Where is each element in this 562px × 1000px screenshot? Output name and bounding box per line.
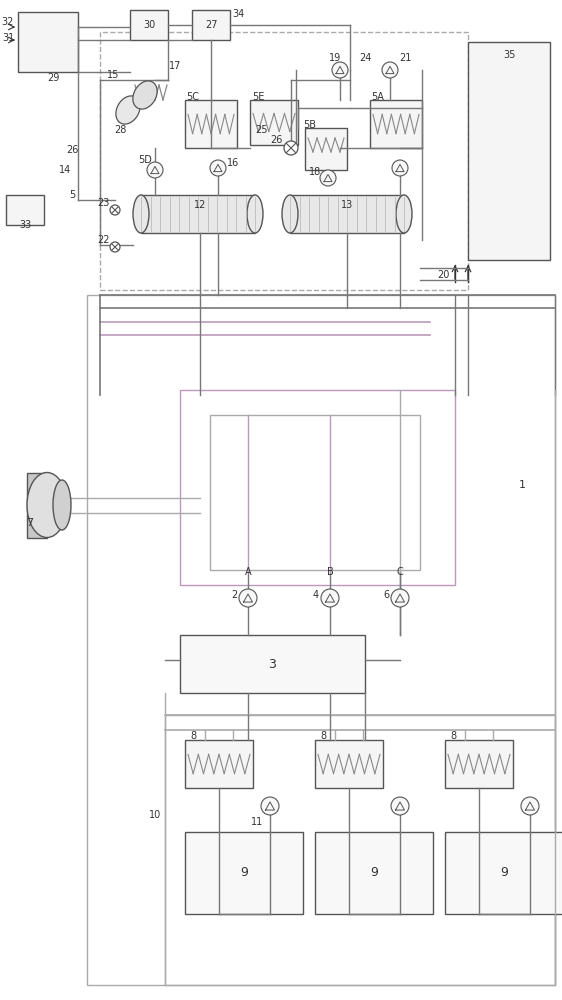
Text: 3: 3 [268, 658, 276, 670]
Text: 19: 19 [329, 53, 341, 63]
Text: 32: 32 [2, 17, 14, 27]
Text: 8: 8 [320, 731, 326, 741]
Ellipse shape [53, 480, 71, 530]
Text: 30: 30 [143, 20, 155, 30]
Text: 18: 18 [309, 167, 321, 177]
Text: 5: 5 [69, 190, 75, 200]
Circle shape [521, 797, 539, 815]
Text: 14: 14 [59, 165, 71, 175]
Ellipse shape [116, 96, 140, 124]
Circle shape [321, 589, 339, 607]
Text: 25: 25 [255, 125, 268, 135]
Text: 23: 23 [97, 198, 109, 208]
Bar [305, 128, 347, 170]
Bar [370, 100, 422, 148]
Bar [290, 195, 404, 233]
Text: 7: 7 [26, 518, 34, 528]
Text: 16: 16 [227, 158, 239, 168]
Text: 35: 35 [503, 50, 515, 60]
Text: 31: 31 [2, 33, 14, 43]
Circle shape [382, 62, 398, 78]
Text: 15: 15 [107, 70, 119, 80]
Ellipse shape [396, 195, 412, 233]
Text: 5C: 5C [187, 92, 200, 102]
Text: C: C [397, 567, 404, 577]
Circle shape [110, 242, 120, 252]
Bar [130, 10, 168, 40]
Text: 4: 4 [313, 590, 319, 600]
Circle shape [320, 170, 336, 186]
Text: 11: 11 [251, 817, 263, 827]
Bar [180, 390, 455, 585]
Bar [210, 415, 420, 570]
Text: 27: 27 [205, 20, 217, 30]
Bar [87, 295, 555, 985]
Bar [445, 740, 513, 788]
Text: 6: 6 [383, 590, 389, 600]
Text: 20: 20 [437, 270, 449, 280]
Ellipse shape [282, 195, 298, 233]
Circle shape [392, 160, 408, 176]
Circle shape [239, 589, 257, 607]
Ellipse shape [247, 195, 263, 233]
Text: B: B [327, 567, 333, 577]
Ellipse shape [133, 81, 157, 109]
Text: 24: 24 [359, 53, 371, 63]
Text: 22: 22 [97, 235, 109, 245]
Text: 2: 2 [231, 590, 237, 600]
Text: 26: 26 [270, 135, 282, 145]
Text: 9: 9 [500, 866, 508, 880]
Text: 13: 13 [341, 200, 353, 210]
Text: 29: 29 [47, 73, 59, 83]
Bar [250, 100, 298, 145]
Bar [185, 100, 237, 148]
Bar [445, 832, 562, 914]
Text: 5A: 5A [371, 92, 384, 102]
Text: A: A [244, 567, 251, 577]
Bar [185, 832, 303, 914]
Circle shape [284, 141, 298, 155]
Circle shape [110, 205, 120, 215]
Circle shape [261, 797, 279, 815]
Text: 9: 9 [240, 866, 248, 880]
Text: 21: 21 [399, 53, 411, 63]
Bar [192, 10, 230, 40]
Bar [165, 715, 555, 985]
Bar [27, 473, 47, 538]
Text: 12: 12 [194, 200, 206, 210]
Bar [315, 740, 383, 788]
Bar [141, 195, 255, 233]
Circle shape [210, 160, 226, 176]
Text: 5D: 5D [138, 155, 152, 165]
Text: 9: 9 [370, 866, 378, 880]
Text: 8: 8 [190, 731, 196, 741]
Circle shape [147, 162, 163, 178]
Bar [315, 832, 433, 914]
Text: 26: 26 [66, 145, 78, 155]
Bar [185, 740, 253, 788]
Circle shape [391, 589, 409, 607]
Bar [180, 635, 365, 693]
Text: 8: 8 [450, 731, 456, 741]
Text: 5E: 5E [252, 92, 264, 102]
Text: 10: 10 [149, 810, 161, 820]
Bar [18, 12, 78, 72]
Text: 17: 17 [169, 61, 181, 71]
Bar [100, 32, 468, 290]
Circle shape [391, 797, 409, 815]
Bar [468, 42, 550, 260]
Ellipse shape [133, 195, 149, 233]
Text: 34: 34 [232, 9, 244, 19]
Text: 5B: 5B [303, 120, 316, 130]
Ellipse shape [27, 473, 67, 538]
Circle shape [332, 62, 348, 78]
Text: 28: 28 [114, 125, 126, 135]
Text: 33: 33 [19, 220, 31, 230]
Text: 1: 1 [519, 480, 525, 490]
Bar [6, 195, 44, 225]
